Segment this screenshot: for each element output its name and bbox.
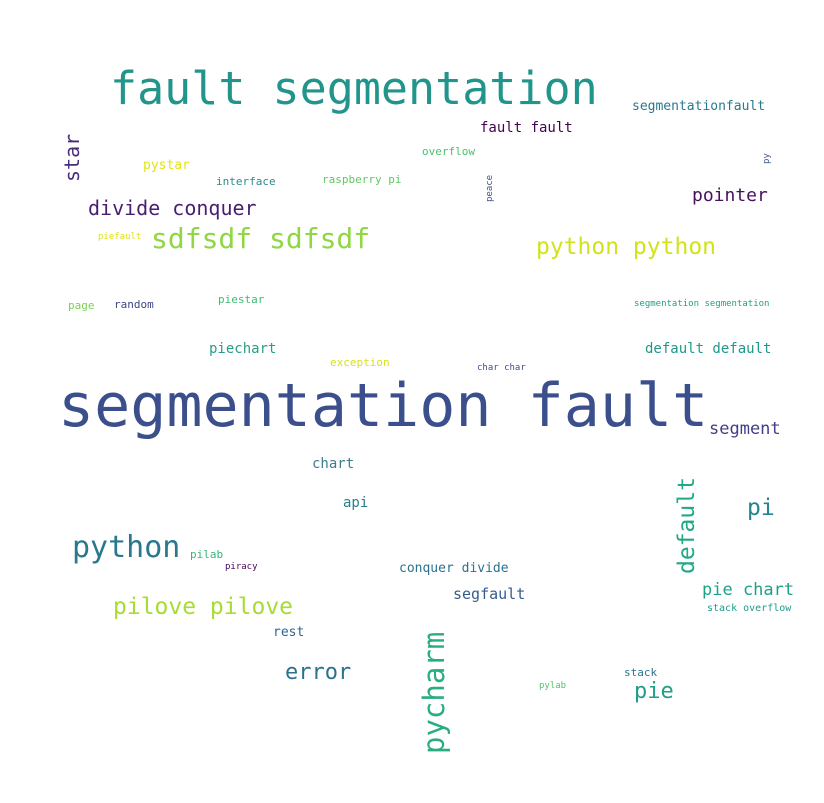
word-default: default — [674, 477, 700, 574]
word-stack: stack — [624, 666, 658, 679]
word-fault-segmentation: fault segmentation — [110, 62, 598, 115]
word-raspberry-pi: raspberry pi — [322, 173, 402, 186]
word-conquer-divide: conquer divide — [399, 561, 509, 576]
word-piracy: piracy — [225, 562, 258, 572]
word-api: api — [343, 495, 369, 511]
word-python-python: python python — [536, 234, 717, 260]
word-segmentationfault: segmentationfault — [632, 99, 766, 114]
word-exception: exception — [330, 356, 390, 369]
word-piestar: piestar — [218, 293, 265, 306]
word-divide-conquer: divide conquer — [88, 196, 257, 220]
word-py: py — [762, 153, 772, 164]
word-piechart: piechart — [209, 341, 277, 357]
word-pie-chart: pie chart — [702, 580, 795, 600]
word-pycharm: pycharm — [417, 631, 451, 754]
word-pystar: pystar — [143, 158, 190, 173]
word-pointer: pointer — [692, 185, 768, 206]
word-pie: pie — [634, 679, 674, 704]
word-sdfsdf-sdfsdf: sdfsdf sdfsdf — [151, 222, 371, 255]
word-overflow: overflow — [422, 145, 475, 158]
word-default-default: default default — [645, 341, 772, 357]
word-segfault: segfault — [453, 585, 526, 603]
word-chart: chart — [312, 456, 355, 472]
word-fault-fault: fault fault — [480, 120, 573, 136]
word-pilove-pilove: pilove pilove — [113, 594, 294, 620]
word-page: page — [68, 299, 95, 312]
word-pi: pi — [747, 495, 775, 521]
word-python: python — [72, 530, 181, 565]
word-pylab: pylab — [539, 681, 567, 691]
word-error: error — [285, 660, 352, 685]
word-char-char: char char — [477, 363, 526, 373]
word-segmentation-segmentation: segmentation segmentation — [634, 299, 770, 309]
word-stack-overflow: stack overflow — [707, 603, 792, 614]
word-rest: rest — [273, 625, 305, 640]
word-segmentation-fault: segmentation fault — [58, 371, 709, 441]
word-interface: interface — [216, 175, 276, 188]
word-random: random — [114, 298, 154, 311]
word-segment: segment — [709, 419, 781, 439]
word-piefault: piefault — [98, 232, 142, 242]
word-pilab: pilab — [190, 548, 224, 561]
word-star: star — [60, 133, 84, 182]
word-peace: peace — [485, 174, 495, 202]
